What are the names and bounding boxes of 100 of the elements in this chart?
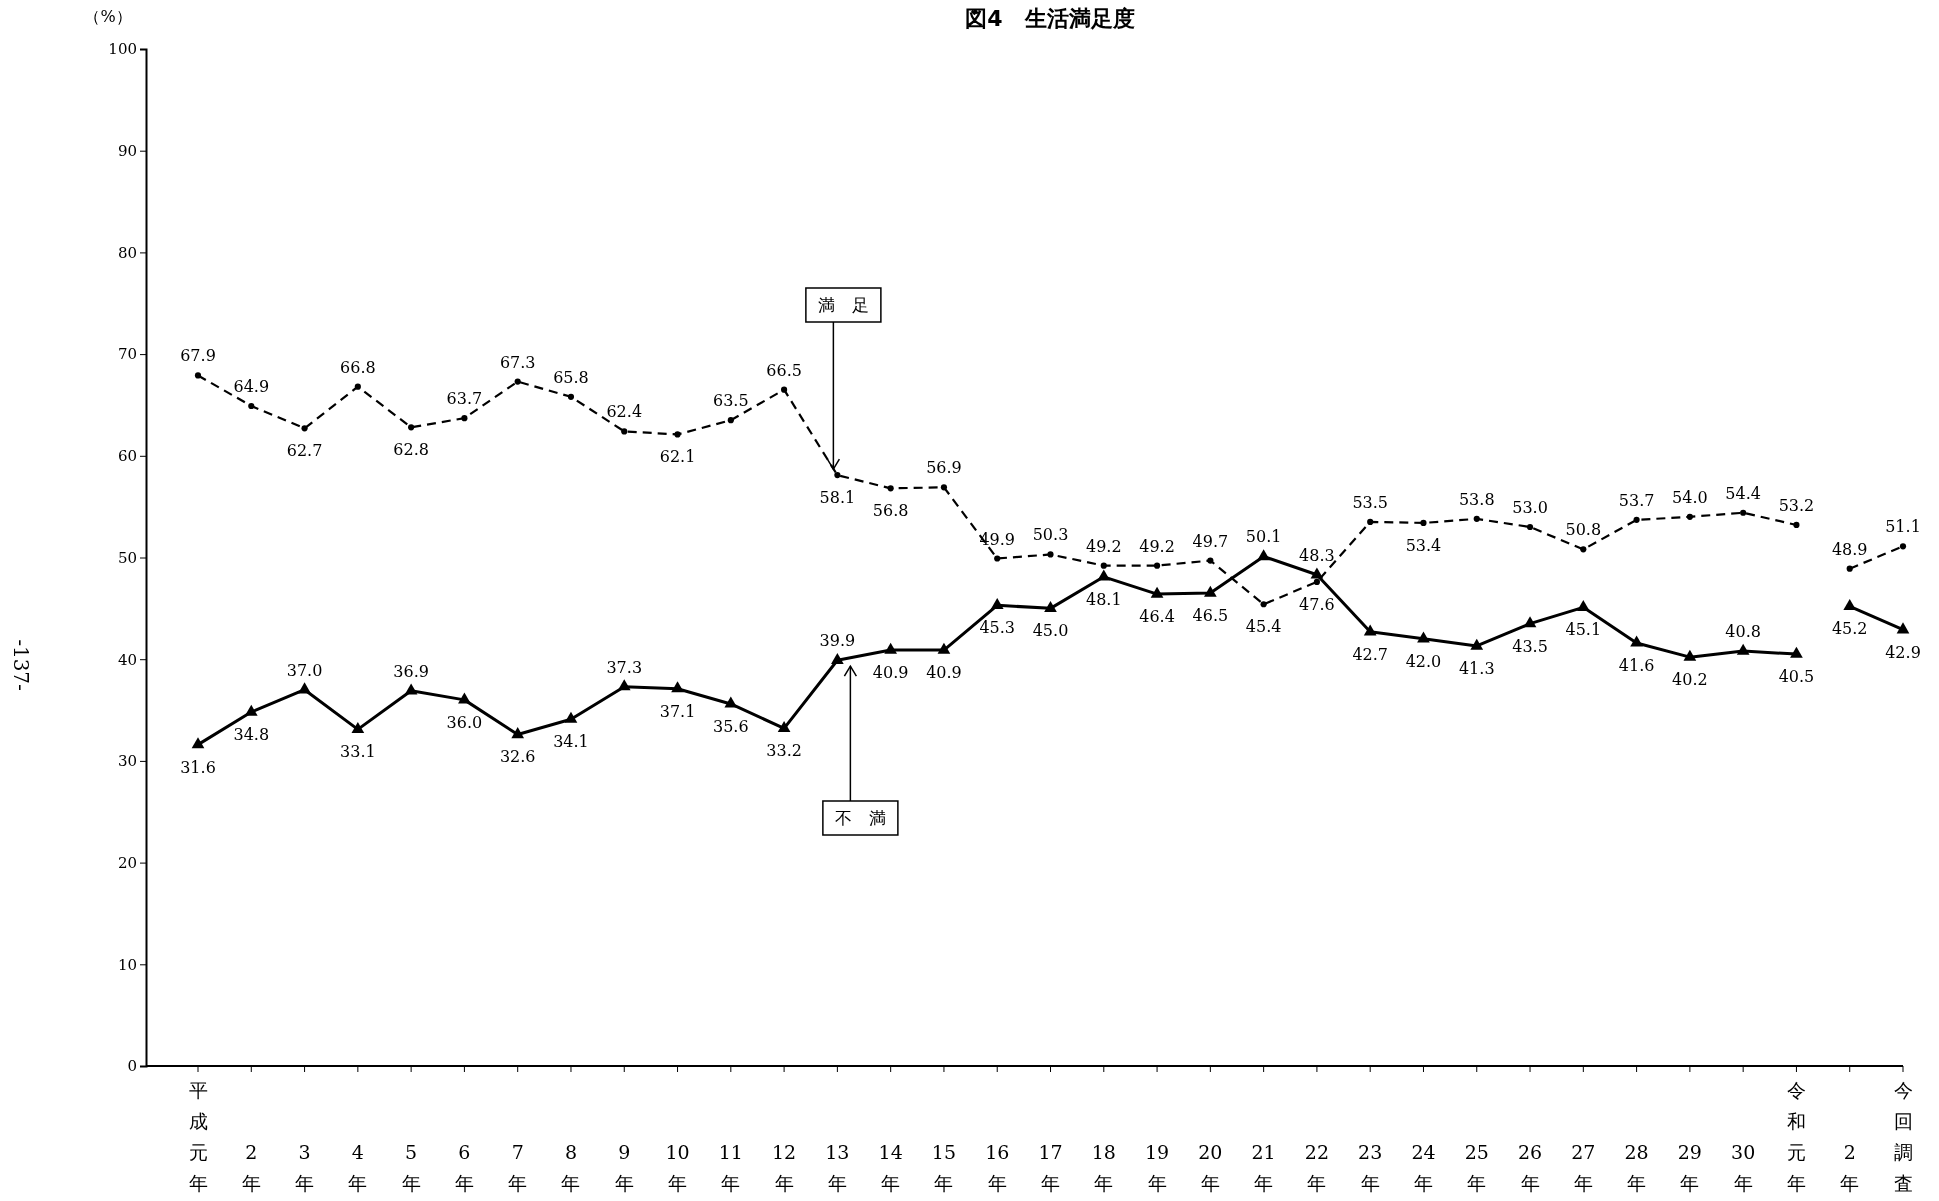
point: [1736, 643, 1750, 655]
data-label: 51.1: [1885, 517, 1921, 537]
data-label: 43.5: [1512, 636, 1548, 656]
x-tick-label: 20年: [1198, 1141, 1223, 1194]
point: [884, 642, 898, 654]
data-label: 54.0: [1672, 487, 1708, 507]
x-tick-label: 11年: [718, 1141, 743, 1194]
data-label: 56.9: [926, 458, 962, 478]
data-label: 62.8: [393, 440, 429, 460]
point: [1526, 523, 1534, 531]
text: -137-: [9, 639, 33, 691]
point: [248, 402, 255, 410]
x-tick-label: 23年: [1358, 1141, 1383, 1194]
data-label: 63.7: [446, 389, 483, 409]
data-label: 42.7: [1352, 644, 1388, 664]
point: [1790, 646, 1803, 658]
point: [191, 737, 205, 749]
x-tick-label: 14年: [878, 1141, 903, 1194]
data-label: 40.2: [1672, 670, 1708, 690]
point: [1257, 549, 1270, 561]
x-tick-label: 2年: [1840, 1141, 1860, 1194]
point: [1470, 638, 1484, 650]
point: [1207, 557, 1214, 564]
x-tick-label: 5年: [401, 1141, 421, 1194]
data-label: 53.8: [1458, 489, 1495, 509]
x-tick-label: 27年: [1571, 1141, 1596, 1194]
point: [458, 692, 471, 704]
x-tick-label: 8年: [561, 1141, 581, 1194]
data-label: 40.9: [926, 663, 962, 683]
chart-title: 図4 生活満足度: [965, 6, 1135, 31]
point: [351, 722, 365, 734]
data-label: 45.4: [1245, 617, 1282, 637]
point: [1100, 562, 1107, 569]
point: [1260, 601, 1267, 608]
data-label: 45.1: [1565, 620, 1602, 640]
data-label: 66.5: [766, 360, 802, 380]
y-tick-label: 0: [127, 1057, 137, 1076]
data-label: 53.7: [1618, 490, 1655, 510]
y-tick-label: 10: [117, 955, 137, 974]
data-label: 48.9: [1831, 539, 1868, 559]
data-label: 50.8: [1565, 520, 1602, 540]
data-label: 31.6: [180, 757, 216, 777]
point: [671, 681, 684, 693]
point: [1686, 513, 1693, 520]
y-tick-label: 30: [117, 752, 137, 771]
text: 満 足: [817, 295, 869, 315]
data-label: 67.9: [180, 346, 216, 366]
data-label: 35.6: [713, 716, 749, 736]
data-label: 53.2: [1778, 495, 1815, 515]
data-label: 41.3: [1458, 658, 1495, 678]
point: [511, 727, 525, 739]
x-tick-label: 21年: [1251, 1141, 1276, 1194]
data-label: 40.9: [872, 663, 909, 683]
y-axis-title: （%）: [84, 7, 132, 26]
point: [887, 485, 894, 492]
text: 不 満: [834, 808, 886, 828]
point: [994, 555, 1001, 562]
point: [1310, 567, 1324, 579]
data-label: 49.2: [1085, 536, 1122, 556]
x-tick-label: 18年: [1091, 1141, 1116, 1194]
data-label: 32.6: [499, 747, 536, 767]
point: [514, 378, 521, 385]
y-tick-label: 70: [117, 345, 137, 364]
point: [834, 472, 841, 479]
data-label: 37.3: [606, 657, 643, 677]
point: [724, 696, 738, 708]
data-label: 46.4: [1139, 607, 1175, 627]
point: [404, 683, 418, 695]
point: [567, 393, 575, 400]
point: [1630, 635, 1643, 647]
data-label: 47.6: [1299, 594, 1335, 614]
point: [940, 484, 948, 491]
point: [1633, 516, 1640, 523]
data-label: 63.5: [713, 391, 749, 411]
y-tick-label: 80: [117, 243, 137, 262]
x-tick-label: 30年: [1731, 1141, 1756, 1194]
data-label: 53.4: [1405, 535, 1442, 555]
x-tick-label: 15年: [931, 1141, 957, 1194]
data-label: 53.0: [1512, 497, 1548, 517]
data-label: 33.1: [340, 742, 376, 762]
point: [990, 597, 1004, 609]
data-label: 49.2: [1139, 536, 1175, 556]
x-tick-label: 令和元年: [1786, 1079, 1806, 1194]
data-label: 40.8: [1725, 622, 1761, 642]
point: [1203, 585, 1217, 597]
data-label: 62.4: [606, 402, 643, 422]
point: [1683, 649, 1697, 661]
point: [194, 372, 202, 379]
y-tick-label: 40: [117, 650, 137, 669]
point: [1417, 631, 1430, 643]
point: [1899, 543, 1907, 550]
point: [244, 704, 258, 716]
point: [1044, 601, 1057, 613]
data-label: 53.5: [1352, 492, 1388, 512]
data-label: 36.9: [393, 661, 429, 681]
data-label: 66.8: [340, 357, 376, 377]
point: [777, 721, 791, 733]
x-tick-label: 13年: [825, 1141, 850, 1194]
data-label: 65.8: [553, 367, 589, 387]
point: [1523, 616, 1537, 628]
